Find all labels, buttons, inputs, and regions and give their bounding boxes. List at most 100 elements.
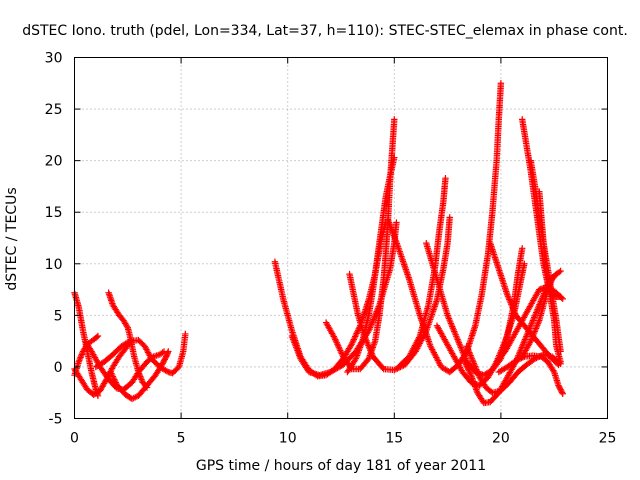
data-point-marker bbox=[547, 279, 555, 286]
data-point-marker bbox=[165, 348, 172, 355]
data-point-marker bbox=[557, 386, 564, 393]
y-tick-label: 10 bbox=[45, 257, 63, 273]
data-point-marker bbox=[557, 267, 564, 275]
x-tick-label: 20 bbox=[492, 431, 510, 447]
data-point-marker bbox=[519, 354, 527, 361]
data-point-marker bbox=[379, 364, 386, 371]
data-point-marker bbox=[182, 330, 189, 338]
data-point-marker bbox=[516, 355, 524, 362]
data-point-marker bbox=[78, 352, 85, 360]
y-tick-label: 25 bbox=[45, 102, 63, 118]
data-point-marker bbox=[125, 338, 132, 346]
chart-title: dSTEC Iono. truth (pdel, Lon=334, Lat=37… bbox=[22, 23, 628, 39]
data-point-marker bbox=[107, 368, 114, 376]
x-axis-label: GPS time / hours of day 181 of year 2011 bbox=[196, 458, 486, 474]
data-point-marker bbox=[461, 358, 468, 365]
data-point-marker bbox=[93, 333, 101, 341]
y-tick-label: 0 bbox=[54, 360, 63, 376]
data-point-marker bbox=[137, 373, 144, 380]
axis-tick-labels: 0 5 10 15 20 25 -5 0 5 10 15 20 25 30 bbox=[45, 51, 617, 447]
data-point-marker bbox=[497, 80, 505, 87]
data-point-marker bbox=[161, 356, 168, 363]
data-point-marker bbox=[558, 387, 565, 395]
y-tick-label: 30 bbox=[45, 51, 63, 67]
data-point-marker bbox=[557, 358, 564, 365]
data-point-marker bbox=[393, 219, 400, 226]
data-point-marker bbox=[351, 356, 359, 364]
data-point-marker bbox=[550, 367, 557, 374]
data-point-marker bbox=[557, 293, 564, 300]
data-point-marker bbox=[94, 332, 102, 340]
data-point-marker bbox=[514, 356, 521, 364]
data-point-marker bbox=[136, 371, 143, 379]
data-point-marker bbox=[554, 360, 561, 367]
data-point-marker bbox=[160, 357, 168, 364]
data-point-marker bbox=[555, 382, 562, 389]
x-tick-label: 25 bbox=[599, 431, 617, 447]
data-point-marker bbox=[77, 354, 84, 361]
data-point-marker bbox=[544, 286, 552, 293]
data-point-marker bbox=[442, 174, 449, 182]
data-point-marker bbox=[138, 376, 145, 383]
data-point-marker bbox=[462, 360, 469, 367]
data-point-marker bbox=[123, 323, 131, 330]
x-tick-label: 0 bbox=[70, 431, 79, 447]
data-point-marker bbox=[158, 361, 166, 369]
data-point-marker bbox=[465, 366, 472, 373]
data-point-marker bbox=[160, 358, 167, 366]
data-point-marker bbox=[515, 356, 522, 363]
data-point-marker bbox=[111, 376, 118, 383]
data-point-marker bbox=[545, 283, 553, 290]
x-tick-label: 5 bbox=[177, 431, 186, 447]
data-point-marker bbox=[110, 374, 117, 382]
data-point-marker bbox=[519, 245, 526, 252]
data-point-marker bbox=[556, 385, 564, 392]
data-point-marker bbox=[512, 357, 520, 364]
data-point-marker bbox=[464, 364, 471, 371]
data-points bbox=[71, 80, 566, 407]
data-point-marker bbox=[135, 368, 142, 376]
data-point-marker bbox=[558, 389, 566, 396]
data-point-marker bbox=[111, 377, 119, 385]
data-point-marker bbox=[78, 351, 86, 358]
data-point-marker bbox=[546, 281, 553, 289]
data-point-marker bbox=[463, 363, 470, 370]
y-tick-label: 15 bbox=[45, 205, 63, 221]
data-point-marker bbox=[552, 272, 559, 279]
x-tick-label: 10 bbox=[279, 431, 297, 447]
data-point-marker bbox=[462, 361, 470, 368]
data-point-marker bbox=[547, 280, 554, 287]
data-point-marker bbox=[137, 374, 145, 382]
data-point-marker bbox=[521, 260, 528, 267]
data-point-marker bbox=[76, 355, 84, 363]
data-point-marker bbox=[75, 358, 82, 365]
data-point-marker bbox=[79, 349, 86, 357]
data-point-marker bbox=[467, 370, 474, 377]
data-point-marker bbox=[108, 371, 116, 379]
data-point-marker bbox=[109, 373, 117, 380]
data-point-marker bbox=[553, 270, 560, 278]
data-point-marker bbox=[446, 214, 453, 221]
x-tick-label: 15 bbox=[385, 431, 403, 447]
data-point-marker bbox=[391, 154, 398, 161]
data-point-marker bbox=[76, 357, 83, 364]
data-point-marker bbox=[466, 369, 473, 376]
data-point-marker bbox=[518, 354, 525, 362]
data-point-marker bbox=[559, 390, 566, 397]
data-point-marker bbox=[108, 370, 115, 377]
data-point-marker bbox=[545, 284, 552, 292]
y-axis-label: dSTEC / TECUs bbox=[4, 187, 20, 290]
data-point-marker bbox=[391, 116, 398, 123]
data-point-marker bbox=[159, 360, 166, 367]
plot-frame bbox=[74, 57, 608, 419]
y-tick-label: 20 bbox=[45, 154, 63, 170]
data-point-marker bbox=[391, 366, 398, 374]
y-tick-label: 5 bbox=[54, 308, 63, 324]
data-point-marker bbox=[555, 383, 563, 391]
data-point-marker bbox=[465, 367, 473, 374]
data-point-marker bbox=[135, 370, 143, 377]
data-point-marker bbox=[112, 379, 119, 386]
y-tick-label: -5 bbox=[49, 412, 63, 428]
data-point-marker bbox=[163, 368, 171, 375]
